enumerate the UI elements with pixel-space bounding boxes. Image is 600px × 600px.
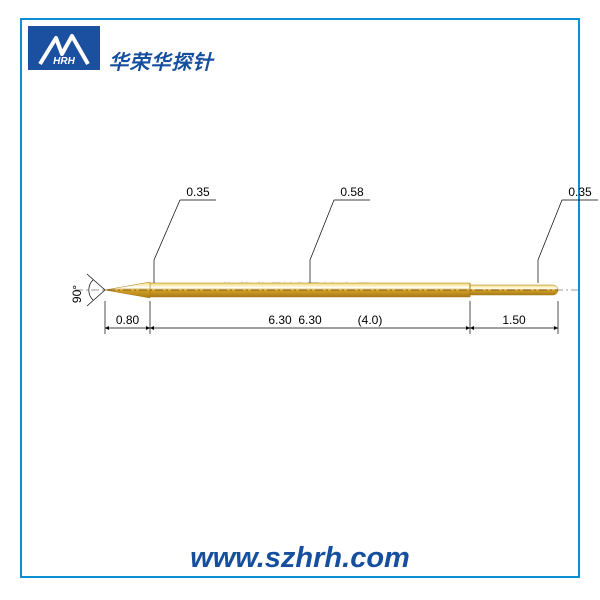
svg-text:0.80: 0.80: [116, 313, 140, 327]
svg-text:6.30: 6.30: [268, 313, 292, 327]
svg-text:(4.0): (4.0): [358, 313, 383, 327]
svg-text:6.30: 6.30: [298, 313, 322, 327]
svg-text:0.58: 0.58: [340, 185, 364, 199]
svg-text:0.35: 0.35: [568, 185, 592, 199]
probe-drawing: 0.80 6.30 1.50 6.30 (4.0) 0.35 0.58 0.35 90°: [0, 0, 600, 600]
company-url: www.szhrh.com: [0, 542, 600, 575]
svg-text:0.35: 0.35: [186, 185, 210, 199]
svg-text:90°: 90°: [70, 285, 84, 303]
svg-text:1.50: 1.50: [502, 313, 526, 327]
